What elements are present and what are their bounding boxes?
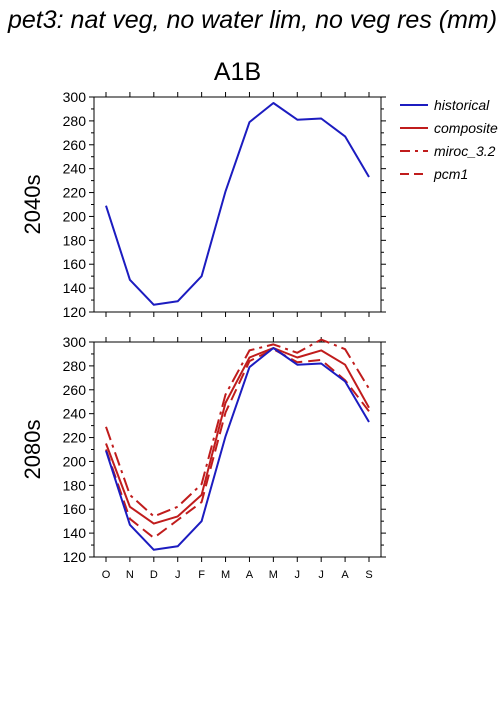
y-tick-label: 240 — [63, 161, 87, 177]
y-tick-label: 220 — [63, 185, 87, 201]
y-tick-label: 260 — [63, 382, 87, 398]
y-tick-label: 120 — [63, 549, 87, 565]
x-tick-label: J — [295, 569, 301, 581]
y-tick-label: 300 — [63, 334, 87, 350]
series-line-miroc_3.2 — [105, 338, 370, 518]
x-tick-label: D — [150, 569, 158, 581]
panel-2080s: 120 140 160 180 200 220 240 260 280 300 O N D J F M A M J J… — [20, 334, 386, 581]
page-title: pet3: nat veg, no water lim, no veg res … — [7, 6, 497, 34]
legend-label-pcm1: pcm1 — [433, 166, 468, 182]
y-tick-label: 140 — [63, 525, 87, 541]
series-line-composite — [105, 347, 370, 525]
y-tick-label: 280 — [63, 358, 87, 374]
series-line-historical — [105, 347, 370, 551]
x-tick-label: O — [102, 569, 111, 581]
y-tick-label: 220 — [63, 430, 87, 446]
series-line-historical — [105, 102, 370, 306]
y-tick-label: 140 — [63, 280, 87, 296]
x-tick-label: J — [175, 569, 181, 581]
y-tick-label: 180 — [63, 477, 87, 493]
legend-label-miroc_3.2: miroc_3.2 — [434, 143, 496, 159]
legend-label-composite: composite — [434, 120, 498, 136]
y-tick-label: 300 — [63, 89, 87, 105]
x-tick-label: F — [198, 569, 205, 581]
x-tick-label: N — [126, 569, 134, 581]
y-tick-label: 120 — [63, 304, 87, 320]
panels: 120 140 160 180 200 220 240 260 280 300 2040s 120 14… — [20, 89, 386, 581]
x-tick-label: A — [341, 569, 349, 581]
y-tick-label: 200 — [63, 453, 87, 469]
y-tick-label: 240 — [63, 406, 87, 422]
y-tick-label: 160 — [63, 501, 87, 517]
row-label: 2040s — [20, 175, 45, 235]
series-line-pcm1 — [105, 348, 370, 539]
x-tick-label: M — [221, 569, 230, 581]
y-tick-label: 280 — [63, 113, 87, 129]
y-tick-label: 160 — [63, 256, 87, 272]
row-label: 2080s — [20, 420, 45, 480]
legend-label-historical: historical — [434, 97, 490, 113]
x-tick-label: J — [318, 569, 324, 581]
x-tick-label: M — [269, 569, 278, 581]
x-tick-label: A — [246, 569, 254, 581]
y-tick-label: 180 — [63, 232, 87, 248]
y-tick-label: 200 — [63, 208, 87, 224]
plot-frame — [93, 96, 382, 313]
legend: historical composite miroc_3.2 pcm1 — [400, 97, 498, 182]
chart-title: A1B — [214, 58, 261, 86]
panel-2040s: 120 140 160 180 200 220 240 260 280 300 2040s — [20, 89, 386, 320]
y-tick-label: 260 — [63, 137, 87, 153]
x-tick-label: S — [365, 569, 372, 581]
